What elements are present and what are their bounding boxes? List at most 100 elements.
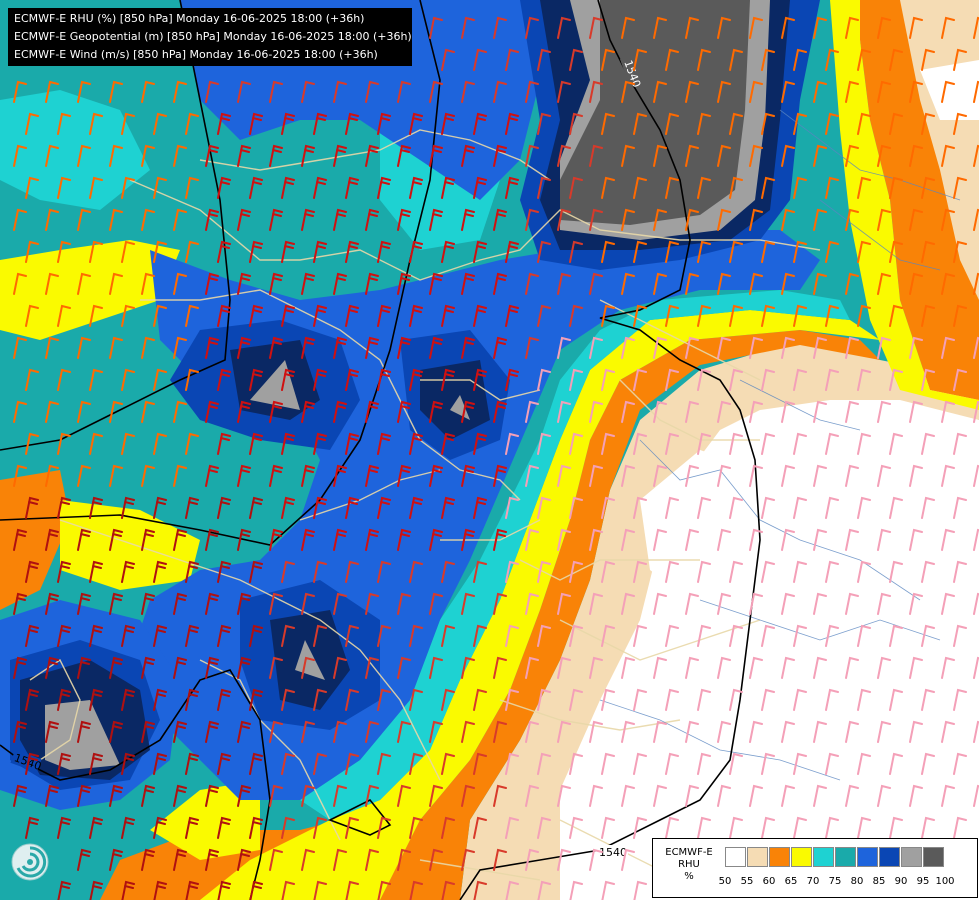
wind-barb xyxy=(397,656,411,679)
wind-barb xyxy=(301,656,315,679)
wind-barb xyxy=(301,144,315,167)
wind-barb xyxy=(249,304,263,327)
wind-barb xyxy=(45,656,59,679)
wind-barb xyxy=(377,752,391,775)
wind-barb xyxy=(973,720,979,743)
wind-barb xyxy=(665,624,679,647)
wind-barb xyxy=(685,528,699,551)
wind-barb xyxy=(121,880,135,900)
wind-barb xyxy=(973,208,979,231)
wind-barb xyxy=(921,368,935,391)
wind-barb xyxy=(525,144,539,167)
wind-barb xyxy=(77,208,91,231)
wind-barb xyxy=(825,688,839,711)
wind-barb xyxy=(141,144,155,167)
rhu-95-southwest xyxy=(45,700,120,770)
wind-barb xyxy=(217,880,231,900)
wind-barb xyxy=(921,816,935,839)
wind-barb xyxy=(493,528,507,551)
wind-barb xyxy=(185,688,199,711)
wind-barb xyxy=(813,528,827,551)
wind-barb xyxy=(173,848,187,871)
wind-barb xyxy=(429,528,443,551)
wind-barb xyxy=(409,816,423,839)
wind-barb xyxy=(313,496,327,519)
wind-barb xyxy=(397,336,411,359)
wind-barb xyxy=(569,432,583,455)
rhu-65-east xyxy=(830,0,979,410)
wind-barb xyxy=(25,688,39,711)
wind-barb xyxy=(13,336,27,359)
wind-barb xyxy=(205,528,219,551)
wind-barb xyxy=(441,176,455,199)
wind-barb xyxy=(557,272,571,295)
wind-barb xyxy=(217,368,231,391)
wind-barb xyxy=(377,368,391,391)
wind-barb xyxy=(205,592,219,615)
legend-swatch xyxy=(923,847,944,867)
wind-barb xyxy=(333,272,347,295)
wind-barb xyxy=(89,688,103,711)
wind-barb xyxy=(877,528,891,551)
wind-barb xyxy=(877,208,891,231)
wind-barb xyxy=(973,80,979,103)
wind-barb xyxy=(173,400,187,423)
wind-barb xyxy=(921,112,935,135)
wind-barb xyxy=(217,112,231,135)
wind-barb xyxy=(825,624,839,647)
wind-barb xyxy=(525,336,539,359)
wind-barb xyxy=(889,816,903,839)
wind-barb xyxy=(301,336,315,359)
wind-barb xyxy=(301,848,315,871)
wind-barb xyxy=(537,816,551,839)
wind-barb xyxy=(185,368,199,391)
wind-barb xyxy=(473,880,487,900)
wind-barb xyxy=(557,528,571,551)
wind-barb xyxy=(941,400,955,423)
legend-ticks: 50 55 60 65 70 75 80 85 90 95 100 xyxy=(719,876,956,887)
wind-barb xyxy=(761,240,775,263)
wind-barb xyxy=(685,656,699,679)
wind-barb xyxy=(621,336,635,359)
wind-barb xyxy=(569,496,583,519)
wind-barb xyxy=(173,656,187,679)
wind-barb xyxy=(365,784,379,807)
rhu-65-band xyxy=(200,310,880,900)
wind-barb xyxy=(237,272,251,295)
wind-barb xyxy=(301,720,315,743)
wind-barb xyxy=(665,48,679,71)
wind-barb xyxy=(429,720,443,743)
wind-barb xyxy=(25,240,39,263)
wind-barb xyxy=(109,848,123,871)
wind-barb xyxy=(921,432,935,455)
wind-barb xyxy=(569,880,583,900)
wind-barb xyxy=(205,336,219,359)
wind-barb xyxy=(269,848,283,871)
wind-barb xyxy=(749,336,763,359)
wind-barb xyxy=(461,720,475,743)
wind-barb xyxy=(781,208,795,231)
wind-barb xyxy=(269,592,283,615)
wind-barb xyxy=(313,560,327,583)
wind-barb xyxy=(25,368,39,391)
wind-barb xyxy=(397,720,411,743)
wind-barbs xyxy=(13,16,979,900)
wind-barb xyxy=(205,784,219,807)
wind-barb xyxy=(109,528,123,551)
wind-barb xyxy=(25,624,39,647)
wind-barb xyxy=(749,16,763,39)
wind-barb xyxy=(185,176,199,199)
wind-barb xyxy=(589,400,603,423)
wind-barb xyxy=(333,656,347,679)
wind-barb xyxy=(749,720,763,743)
wind-barb xyxy=(313,304,327,327)
wind-barb xyxy=(57,624,71,647)
wind-barb xyxy=(653,80,667,103)
wind-barb xyxy=(473,304,487,327)
wind-barb xyxy=(173,208,187,231)
wind-barb xyxy=(845,272,859,295)
wind-barb xyxy=(109,144,123,167)
wind-barb xyxy=(921,48,935,71)
wind-barb xyxy=(825,432,839,455)
wind-barb xyxy=(281,688,295,711)
